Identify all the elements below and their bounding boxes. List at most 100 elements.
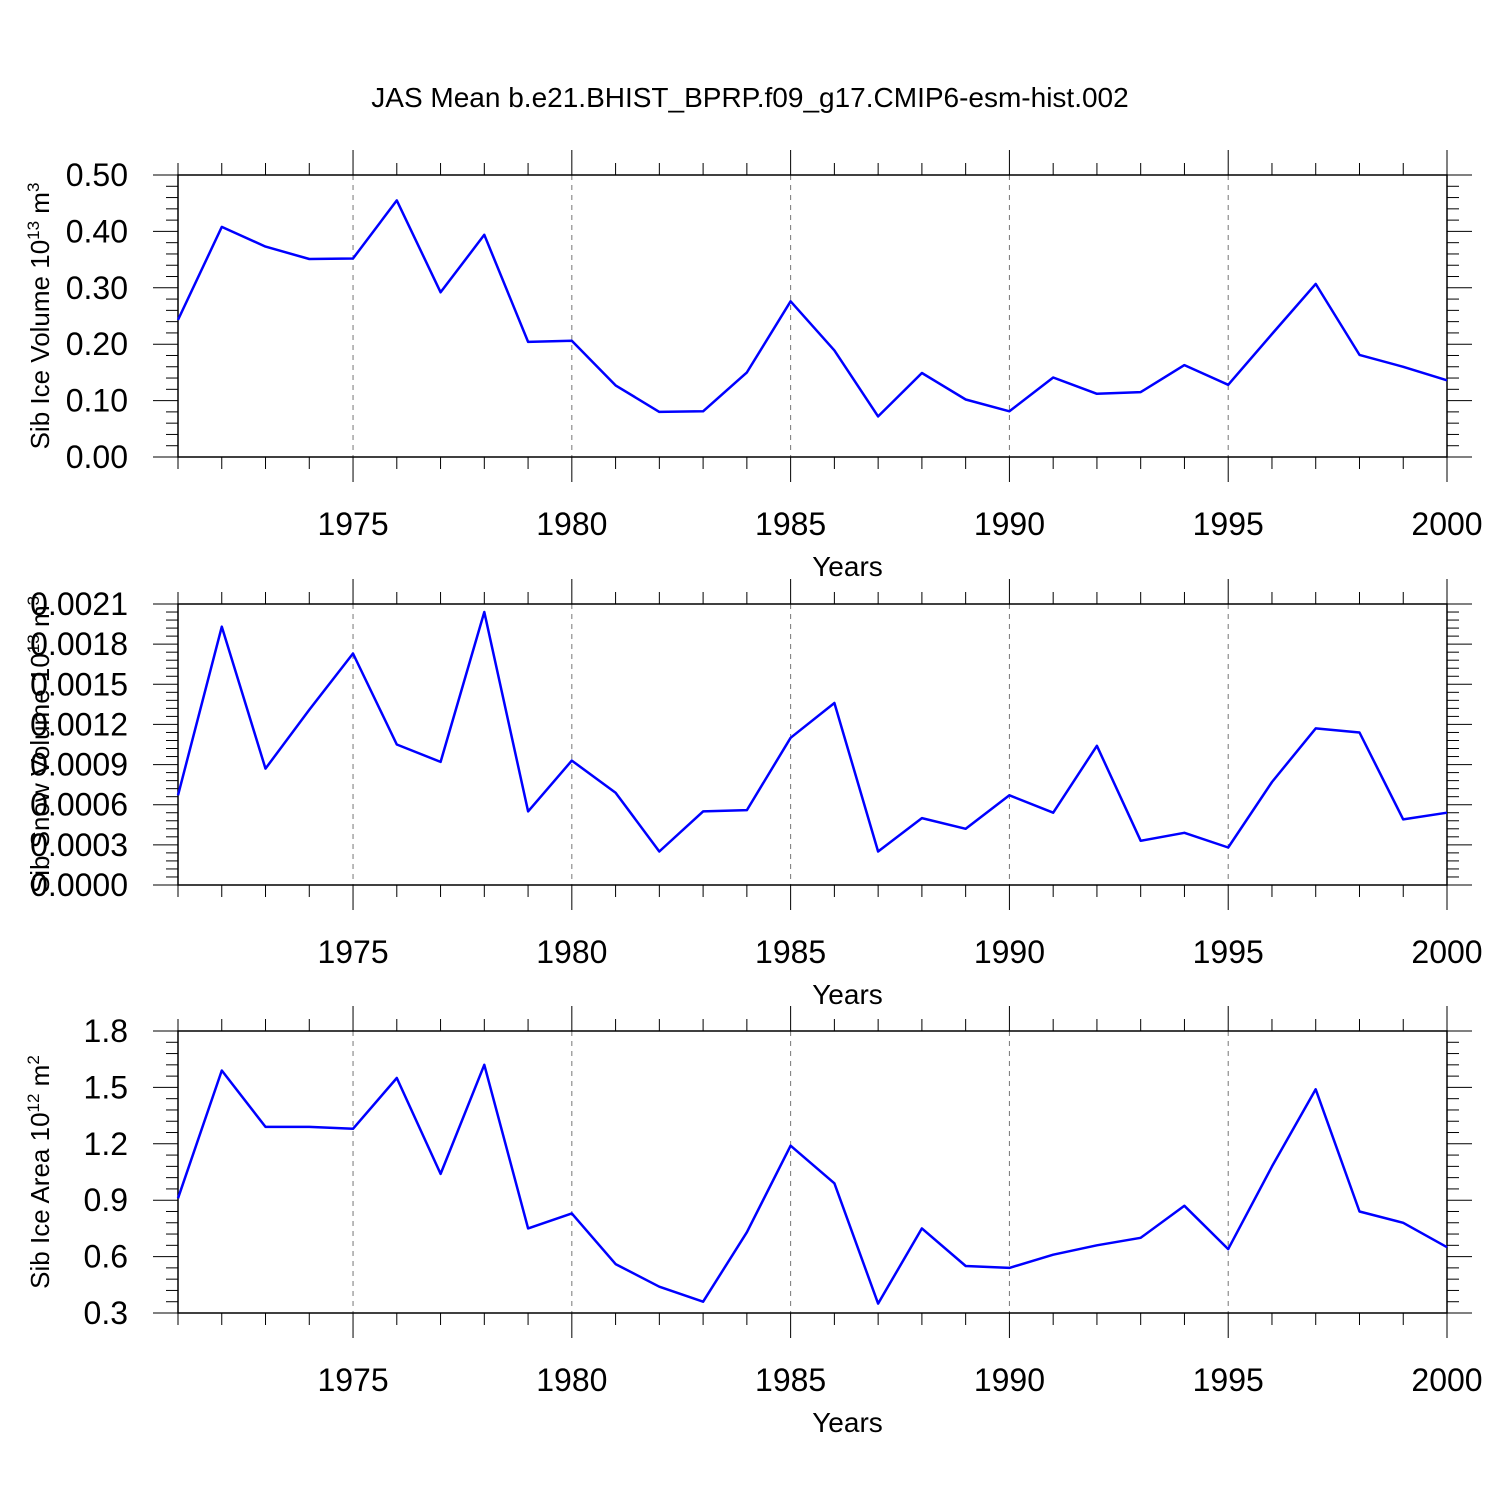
data-point [176, 1196, 180, 1200]
data-point [745, 1230, 749, 1234]
x-tick-label: 1975 [317, 1362, 388, 1398]
data-point [351, 1127, 355, 1131]
data-point [920, 1226, 924, 1230]
y-tick-label: 0.0021 [30, 586, 128, 622]
data-point [832, 1181, 836, 1185]
data-point [1095, 744, 1099, 748]
x-tick-label: 1990 [974, 506, 1045, 542]
plot-frame [177, 174, 1448, 458]
data-point [789, 1144, 793, 1148]
data-point [1357, 730, 1361, 734]
data-point [264, 245, 268, 249]
y-tick-label: 1.5 [84, 1069, 128, 1105]
data-point [264, 1125, 268, 1129]
y-axis-label: Sib Ice Area 1012 m2 [24, 1055, 55, 1289]
data-point [220, 225, 224, 229]
y-tick-label: 0.10 [66, 383, 128, 419]
data-point [964, 1264, 968, 1268]
x-tick-label: 1980 [536, 934, 607, 970]
data-point [1007, 409, 1011, 413]
y-tick-label: 0.0015 [30, 666, 128, 702]
y-tick-label: 0.6 [84, 1239, 128, 1275]
data-point [1007, 793, 1011, 797]
y-tick-label: 0.50 [66, 157, 128, 193]
data-point [1007, 1266, 1011, 1270]
y-tick-label: 0.20 [66, 326, 128, 362]
data-point [570, 1211, 574, 1215]
data-point [526, 1226, 530, 1230]
data-point [1357, 1209, 1361, 1213]
data-point [1139, 839, 1143, 843]
y-tick-label: 1.8 [84, 1013, 128, 1049]
y-tick-label: 0.0009 [30, 747, 128, 783]
data-point [439, 760, 443, 764]
y-axis-label: Sib Snow Volume 1013 m3 [24, 596, 55, 893]
data-point [1182, 831, 1186, 835]
data-point [1445, 378, 1449, 382]
x-tick-label: 1990 [974, 1362, 1045, 1398]
data-point [482, 1063, 486, 1067]
data-point [789, 736, 793, 740]
data-point [220, 625, 224, 629]
chart-panel-3: 1975 1980 1985 1990 1995 2000 0.3 0.6 0.9 1.2 1.5 1… [24, 1006, 1483, 1438]
x-axis-label: Years [812, 1407, 883, 1438]
data-point [1314, 282, 1318, 286]
x-tick-label: 2000 [1411, 1362, 1482, 1398]
data-point [1401, 817, 1405, 821]
data-point [526, 809, 530, 813]
data-point [176, 318, 180, 322]
data-point [789, 299, 793, 303]
data-point [1182, 1204, 1186, 1208]
data-point [1401, 365, 1405, 369]
data-point [1314, 1087, 1318, 1091]
data-point [351, 256, 355, 260]
y-tick-label: 0.30 [66, 270, 128, 306]
data-point [1270, 1164, 1274, 1168]
data-point [1445, 811, 1449, 815]
x-tick-label: 1985 [755, 506, 826, 542]
y-tick-label: 0.0006 [30, 787, 128, 823]
data-point [964, 397, 968, 401]
data-point [614, 383, 618, 387]
series-line [176, 610, 1448, 853]
data-point [1051, 1253, 1055, 1257]
data-point [876, 1302, 880, 1306]
x-axis-label: Years [812, 551, 883, 582]
data-point [964, 827, 968, 831]
data-point [482, 233, 486, 237]
y-tick-label: 0.3 [84, 1295, 128, 1331]
data-point [482, 610, 486, 614]
data-point [570, 759, 574, 763]
data-point [351, 652, 355, 656]
x-tick-label: 1985 [755, 1362, 826, 1398]
data-point [832, 348, 836, 352]
y-tick-label: 0.0000 [30, 867, 128, 903]
data-point [264, 767, 268, 771]
data-point [1139, 390, 1143, 394]
data-point [570, 339, 574, 343]
y-tick-label: 0.40 [66, 213, 128, 249]
data-point [439, 1172, 443, 1176]
data-point [920, 816, 924, 820]
chart-panel-1: 1975 1980 1985 1990 1995 2000 0.00 0.10 0.20 0.30… [24, 150, 1483, 582]
y-tick-label: 0.0018 [30, 626, 128, 662]
data-point [745, 808, 749, 812]
data-point [307, 708, 311, 712]
y-tick-label: 0.9 [84, 1182, 128, 1218]
x-tick-label: 1990 [974, 934, 1045, 970]
data-point [1095, 392, 1099, 396]
x-tick-label: 1980 [536, 1362, 607, 1398]
data-point [395, 743, 399, 747]
data-point [1051, 811, 1055, 815]
data-point [1095, 1243, 1099, 1247]
data-point [657, 1285, 661, 1289]
data-point [176, 793, 180, 797]
y-tick-label: 0.0003 [30, 827, 128, 863]
data-point [1226, 1247, 1230, 1251]
plot-frame [177, 603, 1448, 886]
data-point [439, 290, 443, 294]
data-point [745, 370, 749, 374]
data-point [1226, 383, 1230, 387]
data-point [876, 850, 880, 854]
